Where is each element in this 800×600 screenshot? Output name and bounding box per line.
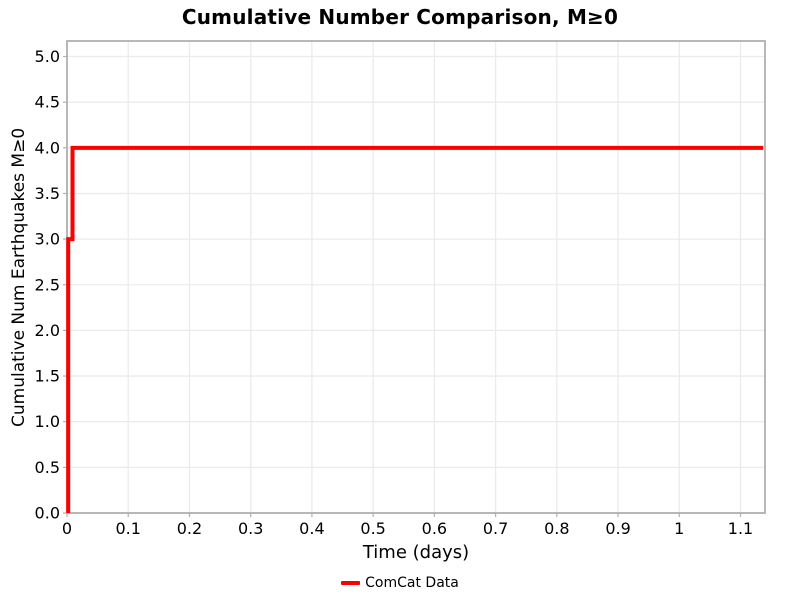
chart-title: Cumulative Number Comparison, M≥0 — [181, 5, 619, 29]
x-tick-label: 1 — [674, 519, 684, 538]
x-tick-label: 1.1 — [728, 519, 753, 538]
x-tick-label: 0.5 — [360, 519, 385, 538]
x-tick-label: 0.8 — [544, 519, 569, 538]
y-tick-label: 4.0 — [35, 138, 60, 157]
x-tick-label: 0.7 — [483, 519, 508, 538]
x-tick-label: 0.3 — [238, 519, 263, 538]
y-axis-label: Cumulative Num Earthquakes M≥0 — [9, 127, 29, 427]
y-tick-label: 5.0 — [35, 47, 60, 66]
y-tick-label: 4.5 — [35, 93, 60, 112]
y-tick-label: 3.0 — [35, 230, 60, 249]
y-tick-label: 1.5 — [35, 367, 60, 386]
x-tick-label: 0.1 — [116, 519, 141, 538]
legend-label: ComCat Data — [365, 575, 459, 591]
legend: ComCat Data — [0, 575, 800, 591]
x-tick-label: 0.4 — [299, 519, 324, 538]
plot-border — [66, 40, 766, 514]
y-tick-label: 3.5 — [35, 184, 60, 203]
y-tick-label: 0.5 — [35, 458, 60, 477]
x-tick-label: 0.6 — [422, 519, 447, 538]
x-axis-label: Time (days) — [362, 542, 470, 563]
y-tick-label: 1.0 — [35, 412, 60, 431]
legend-line-swatch — [341, 581, 361, 585]
x-tick-label: 0.9 — [605, 519, 630, 538]
x-tick-label: 0 — [62, 519, 72, 538]
y-tick-label: 2.0 — [35, 321, 60, 340]
x-tick-label: 0.2 — [177, 519, 202, 538]
y-tick-label: 2.5 — [35, 275, 60, 294]
y-tick-label: 0.0 — [35, 504, 60, 523]
data-line-comcat-data — [66, 145, 764, 513]
